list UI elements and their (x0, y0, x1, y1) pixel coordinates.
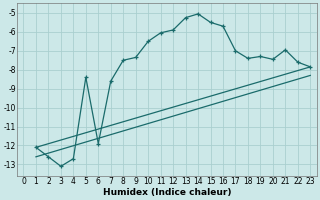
X-axis label: Humidex (Indice chaleur): Humidex (Indice chaleur) (103, 188, 231, 197)
